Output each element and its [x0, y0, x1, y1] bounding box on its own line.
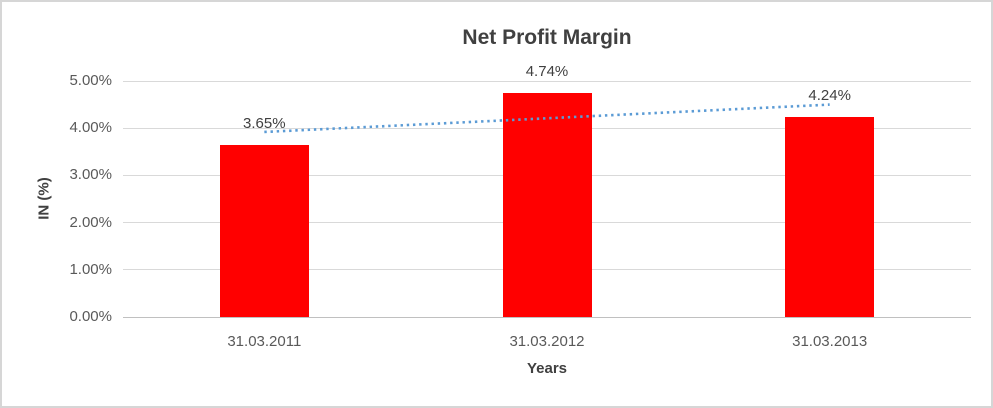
x-category-label: 31.03.2011	[227, 333, 302, 350]
y-axis-title: IN (%)	[35, 177, 53, 220]
gridline	[123, 80, 971, 82]
bar-data-label: 3.65%	[243, 114, 286, 132]
y-tick-label: 5.00%	[69, 72, 112, 89]
y-tick-label: 0.00%	[69, 308, 112, 325]
x-axis-title: Years	[526, 360, 568, 377]
y-tick-label: 2.00%	[69, 213, 112, 231]
y-tick-label: 3.00%	[69, 166, 112, 184]
bar	[785, 116, 875, 317]
gridline	[123, 316, 971, 318]
x-category-label: 31.03.2012	[509, 333, 585, 350]
y-tick-label: 1.00%	[69, 260, 112, 278]
bar	[219, 144, 309, 317]
chart-title: Net Profit Margin	[462, 26, 632, 49]
x-category-label: 31.03.2013	[792, 333, 868, 350]
bar-data-label: 4.24%	[808, 86, 851, 104]
y-tick-label: 4.00%	[69, 119, 112, 137]
bar-data-label: 4.74%	[525, 63, 569, 81]
bar	[502, 93, 592, 317]
